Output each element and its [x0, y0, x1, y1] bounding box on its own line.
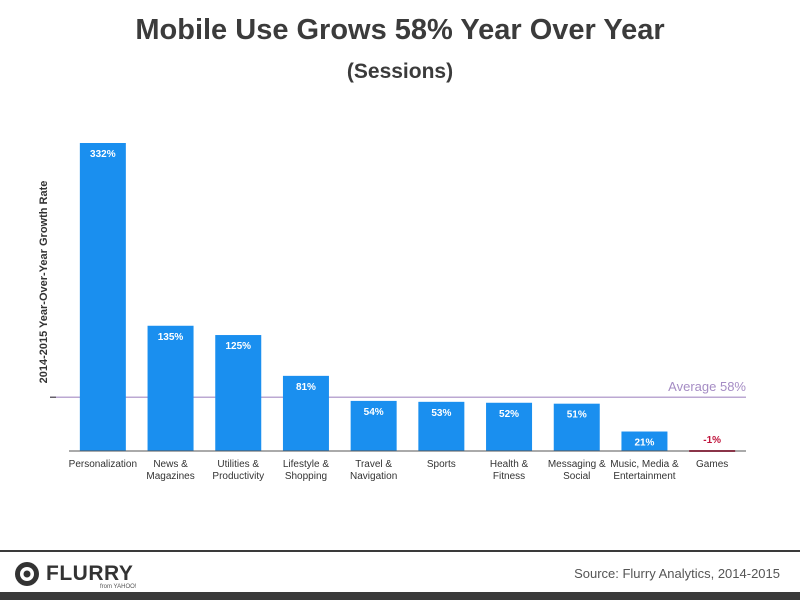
x-tick-label: Social	[563, 471, 590, 482]
chart-title: Mobile Use Grows 58% Year Over Year	[135, 14, 665, 46]
x-tick-label: Lifestyle &	[283, 459, 329, 470]
x-tick-label: Productivity	[212, 471, 264, 482]
x-tick-label: Entertainment	[613, 471, 675, 482]
bar-value-label: 125%	[225, 341, 251, 352]
footer-bar	[0, 592, 800, 600]
bar-value-label: 51%	[567, 410, 587, 421]
bar	[147, 325, 194, 451]
brand-subtitle: from YAHOO!	[100, 584, 137, 590]
bar-value-label: 332%	[90, 149, 116, 160]
bar-value-label: 135%	[158, 332, 184, 343]
x-tick-label: Navigation	[350, 471, 397, 482]
source-note: Source: Flurry Analytics, 2014-2015	[574, 566, 780, 581]
x-tick-label: Travel &	[355, 459, 392, 470]
bar-value-label: 52%	[499, 409, 519, 420]
bar	[282, 375, 329, 451]
chart-subtitle: (Sessions)	[346, 60, 454, 83]
x-tick-label: Fitness	[493, 471, 525, 482]
bar-value-label: 54%	[364, 407, 384, 418]
bar-value-label: -1%	[703, 435, 721, 446]
y-axis-label: 2014-2015 Year-Over-Year Growth Rate	[38, 181, 50, 384]
flurry-logo: FLURRY from YAHOO!	[14, 560, 137, 590]
bar-value-label: 53%	[431, 408, 451, 419]
flurry-logo-icon	[15, 562, 39, 586]
bar	[621, 431, 668, 451]
x-tick-label: News &	[153, 459, 188, 470]
x-tick-label: Personalization	[69, 459, 137, 470]
x-tick-label: Sports	[427, 459, 456, 470]
bar	[418, 401, 465, 451]
bar-chart: 2014-2015 Year-Over-Year Growth Rate Aver…	[38, 143, 746, 482]
x-tick-label: Shopping	[285, 471, 327, 482]
bar	[79, 143, 126, 451]
bar-value-label: 21%	[634, 438, 654, 449]
bar	[215, 335, 262, 451]
average-label: Average 58%	[668, 379, 746, 394]
x-tick-label: Magazines	[146, 471, 194, 482]
brand-name: FLURRY	[46, 562, 134, 585]
x-tick-label: Messaging &	[548, 459, 606, 470]
bar-value-label: 81%	[296, 382, 316, 393]
bar	[486, 402, 533, 451]
x-tick-label: Health &	[490, 459, 529, 470]
bar	[350, 400, 397, 451]
x-tick-label: Games	[696, 459, 728, 470]
x-tick-label: Music, Media &	[610, 459, 679, 470]
x-tick-label: Utilities &	[217, 459, 259, 470]
bar	[553, 403, 600, 451]
footer-divider	[0, 550, 800, 552]
